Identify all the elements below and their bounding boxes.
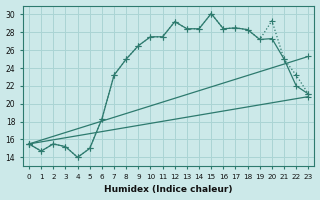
X-axis label: Humidex (Indice chaleur): Humidex (Indice chaleur) [104, 185, 233, 194]
